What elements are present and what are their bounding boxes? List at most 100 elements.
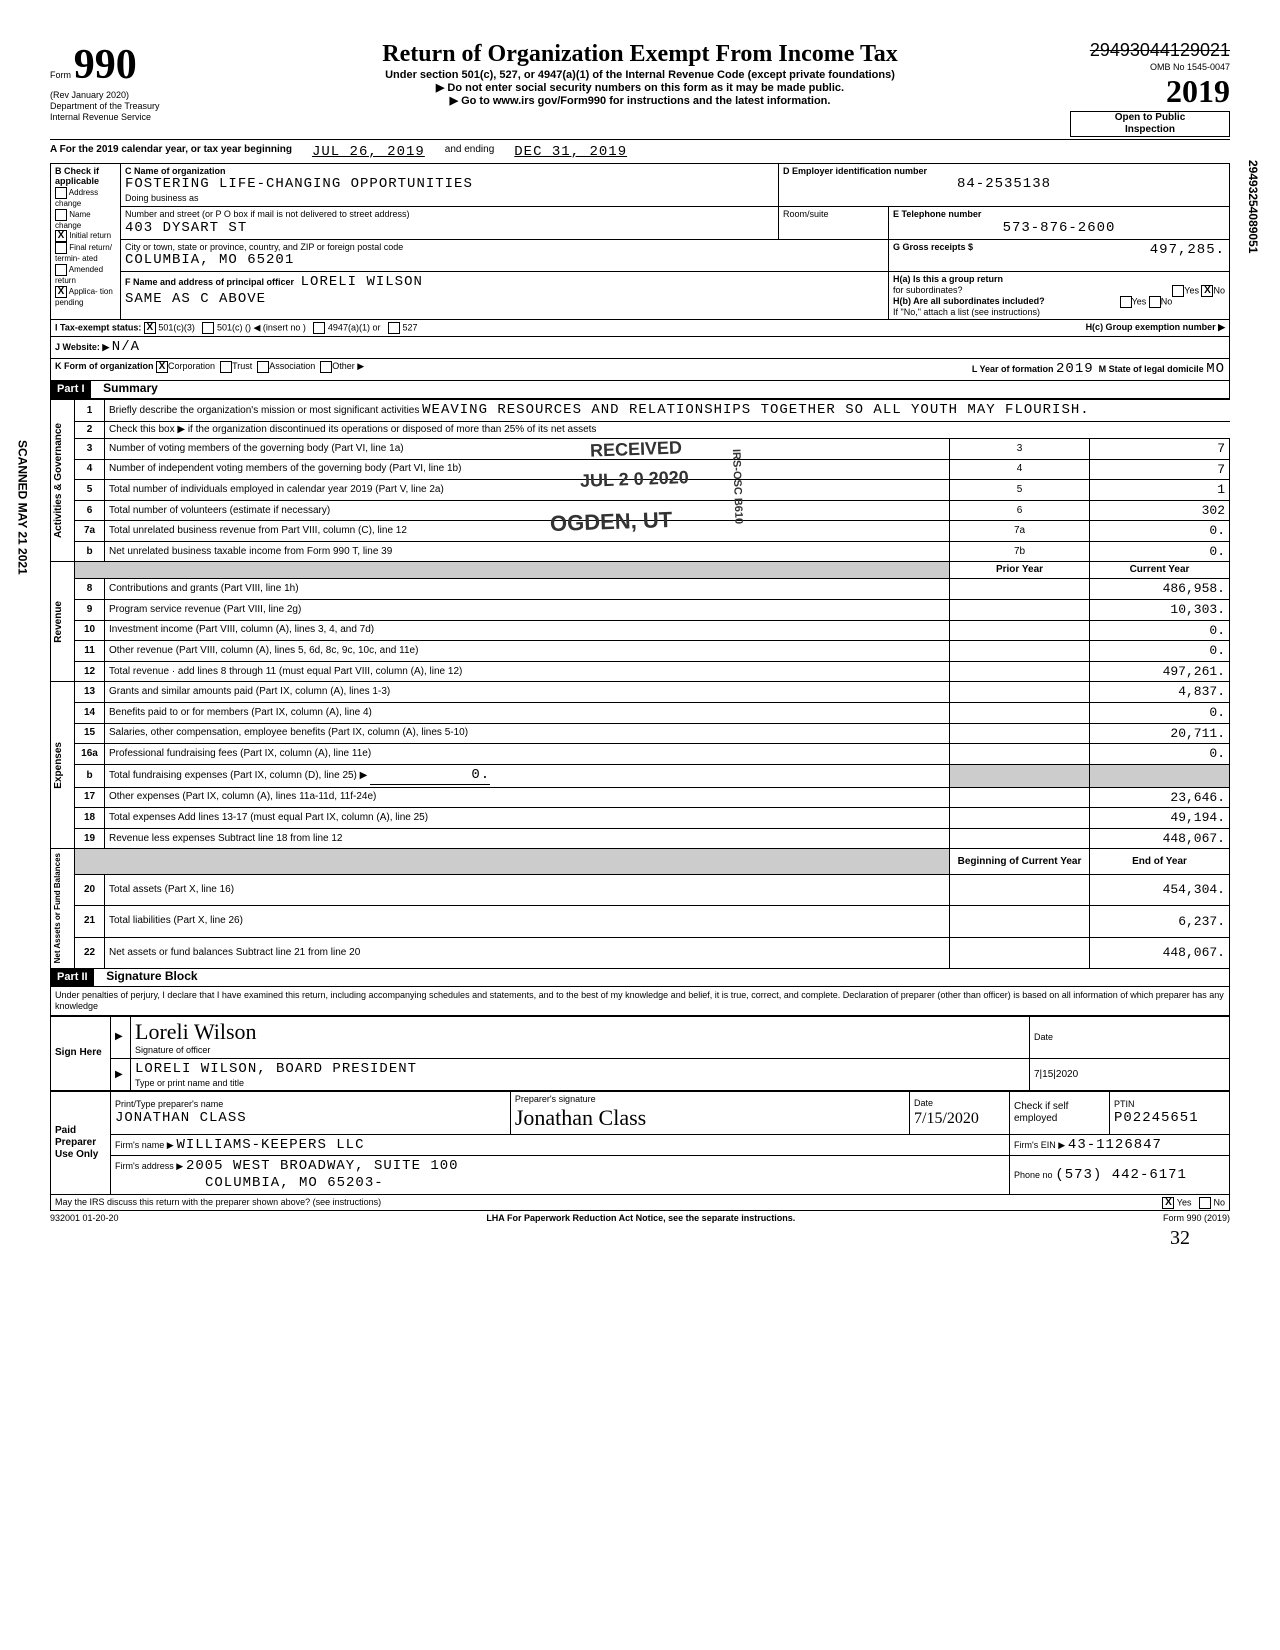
ln18-cur: 49,194. xyxy=(1090,808,1230,829)
firm-ein-label: Firm's EIN ▶ xyxy=(1014,1140,1065,1150)
officer-signature: Loreli Wilson xyxy=(135,1019,1025,1045)
vlabel-rev: Revenue xyxy=(51,597,67,647)
firm-name-label: Firm's name ▶ xyxy=(115,1140,174,1150)
ln16b-inline: 0. xyxy=(370,767,490,785)
ln12-cur: 497,261. xyxy=(1090,661,1230,682)
chk-4947[interactable] xyxy=(313,322,325,334)
ln14-label: Benefits paid to or for members (Part IX… xyxy=(105,703,950,724)
mission-label: Briefly describe the organization's miss… xyxy=(109,405,419,416)
ln6-num: 6 xyxy=(75,500,105,521)
chk-Ha-no[interactable]: X xyxy=(1201,285,1213,297)
paid-preparer: Paid Preparer Use Only xyxy=(51,1092,111,1195)
ln20-num: 20 xyxy=(75,875,105,906)
chk-name-change[interactable] xyxy=(55,209,67,221)
prep-sig: Jonathan Class xyxy=(515,1105,905,1131)
ln19-num: 19 xyxy=(75,828,105,849)
ln7a-val: 0. xyxy=(1090,521,1230,542)
dept: Department of the Treasury xyxy=(50,101,210,112)
chk-trust[interactable] xyxy=(220,361,232,373)
chk-initial-return[interactable]: X xyxy=(55,230,67,242)
chk-527[interactable] xyxy=(388,322,400,334)
footer-mid: LHA For Paperwork Reduction Act Notice, … xyxy=(486,1213,795,1224)
ln20-cur: 454,304. xyxy=(1090,875,1230,906)
sign-here: Sign Here xyxy=(51,1016,111,1091)
ln10-num: 10 xyxy=(75,620,105,641)
I-opt2-insert: ) ◀ (insert no ) xyxy=(248,323,306,333)
B-label: B Check if applicable xyxy=(55,166,116,188)
form-number: 990 xyxy=(74,42,137,88)
ln21-num: 21 xyxy=(75,906,105,937)
chk-address-change[interactable] xyxy=(55,187,67,199)
K-label: K Form of organization xyxy=(55,361,154,378)
chk-Hb-yes[interactable] xyxy=(1120,296,1132,308)
ln8-label: Contributions and grants (Part VIII, lin… xyxy=(105,579,950,600)
ln19-label: Revenue less expenses Subtract line 18 f… xyxy=(105,828,950,849)
D-label: D Employer identification number xyxy=(783,166,1225,177)
I-opt4: 527 xyxy=(402,323,417,333)
ln16a-num: 16a xyxy=(75,744,105,765)
ln21-label: Total liabilities (Part X, line 26) xyxy=(105,906,950,937)
chk-other[interactable] xyxy=(320,361,332,373)
chk-Hb-no[interactable] xyxy=(1149,296,1161,308)
sig-label: Signature of officer xyxy=(135,1045,1025,1056)
chk-final-return[interactable] xyxy=(55,242,67,254)
city-label: City or town, state or province, country… xyxy=(125,242,884,253)
ln22-prior xyxy=(950,937,1090,968)
line-A: A For the 2019 calendar year, or tax yea… xyxy=(50,142,1230,163)
chk-501c3[interactable]: X xyxy=(144,322,156,334)
chk-discuss-yes[interactable]: X xyxy=(1162,1197,1174,1209)
prep-date: 7/15/2020 xyxy=(914,1109,1005,1128)
chk-assoc[interactable] xyxy=(257,361,269,373)
chk-application[interactable]: X xyxy=(55,286,67,298)
ln15-num: 15 xyxy=(75,723,105,744)
irs: Internal Revenue Service xyxy=(50,112,210,123)
col-begin: Beginning of Current Year xyxy=(950,849,1090,875)
ein: 84-2535138 xyxy=(783,176,1225,193)
ln16a-cur: 0. xyxy=(1090,744,1230,765)
M-state: MO xyxy=(1206,361,1225,377)
discuss-label: May the IRS discuss this return with the… xyxy=(55,1197,381,1207)
prep-name: JONATHAN CLASS xyxy=(115,1110,506,1127)
ln15-label: Salaries, other compensation, employee b… xyxy=(105,723,950,744)
chk-discuss-no[interactable] xyxy=(1199,1197,1211,1209)
Ha-sub: for subordinates? xyxy=(893,285,963,295)
main-title: Return of Organization Exempt From Incom… xyxy=(230,40,1050,69)
chk-501c[interactable] xyxy=(202,322,214,334)
partII-header: Part II xyxy=(51,969,94,986)
K-corp: Corporation xyxy=(168,361,215,378)
ln10-cur: 0. xyxy=(1090,620,1230,641)
ln19-prior xyxy=(950,828,1090,849)
ln14-prior xyxy=(950,703,1090,724)
ln21-cur: 6,237. xyxy=(1090,906,1230,937)
E-label: E Telephone number xyxy=(893,209,1225,220)
ln17-cur: 23,646. xyxy=(1090,787,1230,808)
ln13-cur: 4,837. xyxy=(1090,682,1230,703)
side-barcode-right: 29493254089051 xyxy=(1246,160,1260,253)
tax-year: 2019 xyxy=(1070,72,1230,110)
partI-title: Summary xyxy=(97,381,158,395)
ln16b-cur xyxy=(1090,764,1230,787)
Ha-label: H(a) Is this a group return xyxy=(893,274,1003,284)
omb: OMB No 1545-0047 xyxy=(1070,62,1230,73)
ln7a-box: 7a xyxy=(950,521,1090,542)
G-label: G Gross receipts $ xyxy=(893,242,973,252)
chk-corp[interactable]: X xyxy=(156,361,168,373)
ln6-label: Total number of volunteers (estimate if … xyxy=(105,500,950,521)
officer-printed: LORELI WILSON, BOARD PRESIDENT xyxy=(135,1061,1025,1078)
check-self: Check if self employed xyxy=(1014,1101,1068,1124)
K-assoc: Association xyxy=(269,361,315,378)
ln11-num: 11 xyxy=(75,641,105,662)
lineA-mid: and ending xyxy=(445,144,495,161)
ln4-num: 4 xyxy=(75,459,105,480)
J-label: J Website: ▶ xyxy=(55,342,109,352)
col-end: End of Year xyxy=(1090,849,1230,875)
ln14-num: 14 xyxy=(75,703,105,724)
chk-Ha-yes[interactable] xyxy=(1172,285,1184,297)
open-to-public: Open to Public xyxy=(1079,112,1221,124)
vlabel-gov: Activities & Governance xyxy=(51,419,67,542)
ln5-num: 5 xyxy=(75,480,105,501)
ptin: P02245651 xyxy=(1114,1110,1225,1127)
chk-amended[interactable] xyxy=(55,264,67,276)
ln5-box: 5 xyxy=(950,480,1090,501)
officer-name: LORELI WILSON xyxy=(301,274,423,290)
